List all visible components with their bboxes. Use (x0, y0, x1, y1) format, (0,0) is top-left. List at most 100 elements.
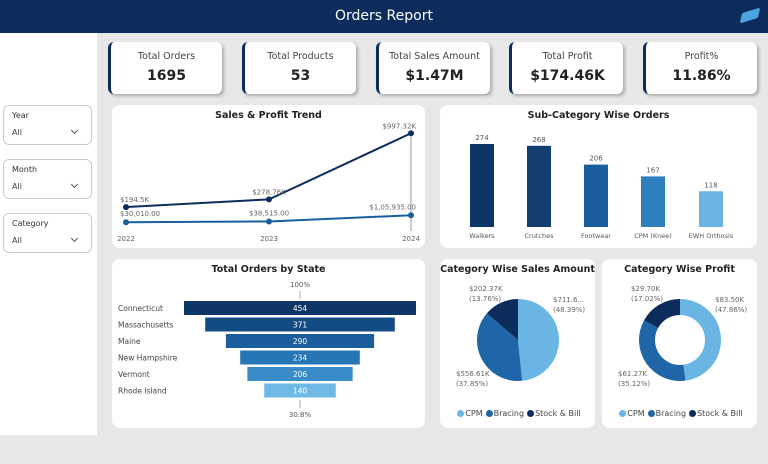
x-tick-label: Walkers (469, 232, 495, 240)
legend-dot (619, 410, 627, 417)
trend-chart: $194.5K $278.76K $997.32K $30,010.00 $38,515… (117, 123, 420, 243)
funnel-bar (184, 301, 416, 315)
report-title: Orders Report (335, 8, 433, 24)
legend-label[interactable]: Bracing (493, 409, 525, 418)
slicer-value: All (12, 182, 22, 191)
legend-label[interactable]: Bracing (655, 409, 687, 418)
data-label: $83.50K (715, 296, 744, 304)
bar (699, 191, 723, 227)
chevron-down-icon[interactable] (70, 126, 79, 135)
data-label: (48.39%) (553, 306, 585, 314)
kpi-label: Total Sales Amount (389, 51, 480, 62)
data-label: 140 (293, 387, 308, 396)
category-label: Massachusetts (118, 321, 174, 330)
data-label: (37.85%) (456, 380, 488, 388)
bar (641, 176, 665, 227)
data-label: 274 (475, 134, 489, 142)
kpi-label: Total Orders (137, 51, 196, 62)
slicer-label: Category (12, 219, 49, 228)
chart-title: Sub-Category Wise Orders (527, 110, 670, 121)
slicer-value: All (12, 128, 22, 137)
x-tick-label: EWH Orthosis (689, 232, 734, 240)
legend-dot (485, 410, 493, 417)
pie-slice (477, 313, 523, 381)
year-slicer[interactable]: Year All (3, 105, 92, 145)
data-label: (47.86%) (715, 306, 747, 314)
chevron-down-icon[interactable] (70, 234, 79, 243)
data-label: (17.02%) (631, 295, 663, 303)
x-tick-label: Crutches (525, 232, 555, 240)
legend-label[interactable]: CPM (627, 409, 645, 418)
data-point (123, 219, 129, 226)
legend: CPM Bracing Stock & Bill (602, 409, 757, 418)
kpi-total-orders: Total Orders 1695 (108, 42, 222, 94)
kpi-value: $1.47M (405, 68, 464, 84)
legend-label[interactable]: CPM (465, 409, 483, 418)
data-label: (35.12%) (618, 380, 650, 388)
slicer-label: Month (12, 165, 38, 174)
trend-card: Sales & Profit Trend $194.5K $278.76K $997.… (112, 105, 425, 248)
data-label: $1,05,935.00 (369, 203, 416, 211)
x-tick-label: 2023 (260, 235, 278, 243)
data-label: $278.76K (252, 188, 286, 196)
kpi-total-sales: Total Sales Amount $1.47M (376, 42, 490, 94)
funnel-bar (247, 367, 353, 381)
chart-title: Total Orders by State (211, 264, 326, 275)
kpi-label: Profit% (684, 51, 719, 62)
kpi-label: Total Profit (542, 51, 593, 62)
report-header: Orders Report (0, 0, 768, 33)
funnel-bar (225, 334, 375, 348)
kpi-profit-pct: Profit% 11.86% (643, 42, 757, 94)
legend-dot (457, 410, 465, 417)
x-tick-label: 2024 (402, 235, 420, 243)
legend-label[interactable]: Stock & Bill (697, 409, 743, 418)
category-label: Vermont (118, 370, 150, 379)
legend-dot (527, 410, 535, 417)
subcategory-chart: 274 Walkers 268 Crutches 206 Footwear 167 CPM (… (469, 134, 734, 240)
month-slicer[interactable]: Month All (3, 159, 92, 199)
category-label: Connecticut (118, 304, 163, 313)
bottom-label: 30.8% (289, 411, 312, 419)
x-tick-label: 2022 (117, 235, 135, 243)
data-label: $61.27K (618, 370, 647, 378)
legend: CPM Bracing Stock & Bill (440, 409, 595, 418)
top-label: 100% (290, 281, 310, 289)
kpi-label: Total Products (267, 51, 334, 62)
data-label: $194.5K (120, 196, 149, 204)
kpi-value: 53 (290, 68, 311, 84)
category-label: New Hampshire (118, 354, 178, 363)
data-label: 290 (293, 337, 308, 346)
bar (527, 145, 551, 227)
bar (584, 164, 608, 227)
chevron-down-icon[interactable] (70, 180, 79, 189)
legend-label[interactable]: Stock & Bill (535, 409, 581, 418)
pie-slice (486, 299, 518, 340)
kpi-value: $174.46K (530, 68, 605, 84)
data-label: 371 (293, 321, 308, 330)
data-label: 167 (646, 166, 659, 174)
kpi-value: 1695 (147, 68, 186, 84)
profit-donut-card: Category Wise Profit $83.50K (47.86%) $61.2… (602, 259, 757, 428)
data-label: (13.76%) (469, 295, 501, 303)
data-point (123, 204, 129, 211)
data-label: $38,515.00 (249, 209, 289, 217)
eraser-icon[interactable] (739, 7, 761, 24)
legend-dot (689, 410, 697, 417)
data-label: 206 (589, 155, 603, 163)
slicer-label: Year (12, 111, 29, 120)
x-tick-label: CPM (Knee) (634, 232, 672, 240)
funnel-bar (205, 317, 395, 332)
bar (470, 144, 494, 227)
category-slicer[interactable]: Category All (3, 213, 92, 253)
chart-title: Category Wise Profit (624, 264, 735, 275)
data-label: $997.32K (382, 123, 416, 130)
data-label: $556.61K (456, 370, 490, 378)
chart-title: Sales & Profit Trend (215, 110, 322, 121)
data-point (266, 218, 272, 225)
data-label: 206 (293, 370, 308, 379)
funnel-bar (264, 383, 336, 398)
data-label: 268 (532, 136, 545, 144)
data-label: 454 (293, 304, 308, 313)
x-tick-label: Footwear (581, 232, 611, 240)
category-label: Maine (118, 337, 141, 346)
